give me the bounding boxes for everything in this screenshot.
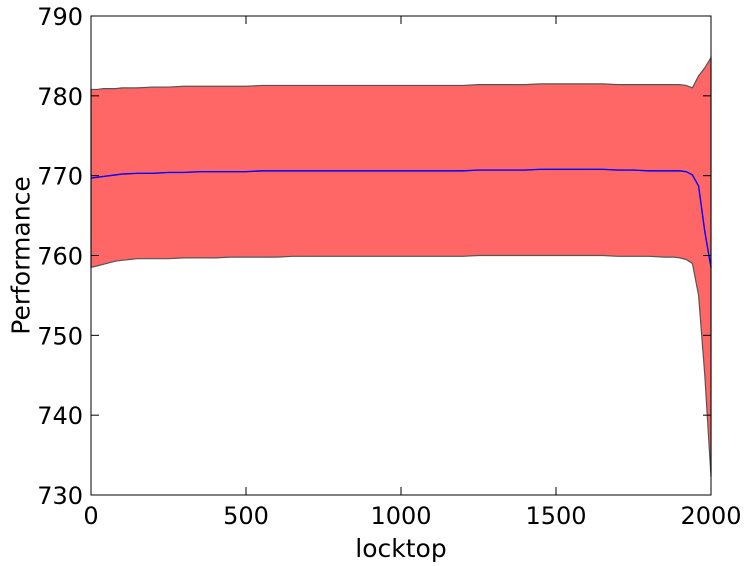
x-tick-label: 0 xyxy=(83,502,98,530)
y-tick-label: 770 xyxy=(37,163,83,191)
y-axis-label: Performance xyxy=(7,176,36,334)
x-tick-label: 500 xyxy=(223,502,269,530)
y-tick-label: 740 xyxy=(37,402,83,430)
y-tick-label: 750 xyxy=(37,322,83,350)
y-tick-label: 730 xyxy=(37,482,83,510)
y-tick-label: 760 xyxy=(37,243,83,271)
mean-line xyxy=(90,168,712,268)
y-tick-label: 790 xyxy=(37,3,83,31)
plot-content xyxy=(90,55,712,477)
y-tick-label: 780 xyxy=(37,83,83,111)
axis-ticks: 0 500 1000 1500 2000 730 740 750 760 770 780 790 xyxy=(37,3,741,530)
x-tick-label: 1500 xyxy=(525,502,586,530)
confidence-band xyxy=(90,55,712,477)
x-axis-label: locktop xyxy=(355,534,446,563)
x-tick-label: 2000 xyxy=(680,502,741,530)
x-tick-label: 1000 xyxy=(370,502,431,530)
